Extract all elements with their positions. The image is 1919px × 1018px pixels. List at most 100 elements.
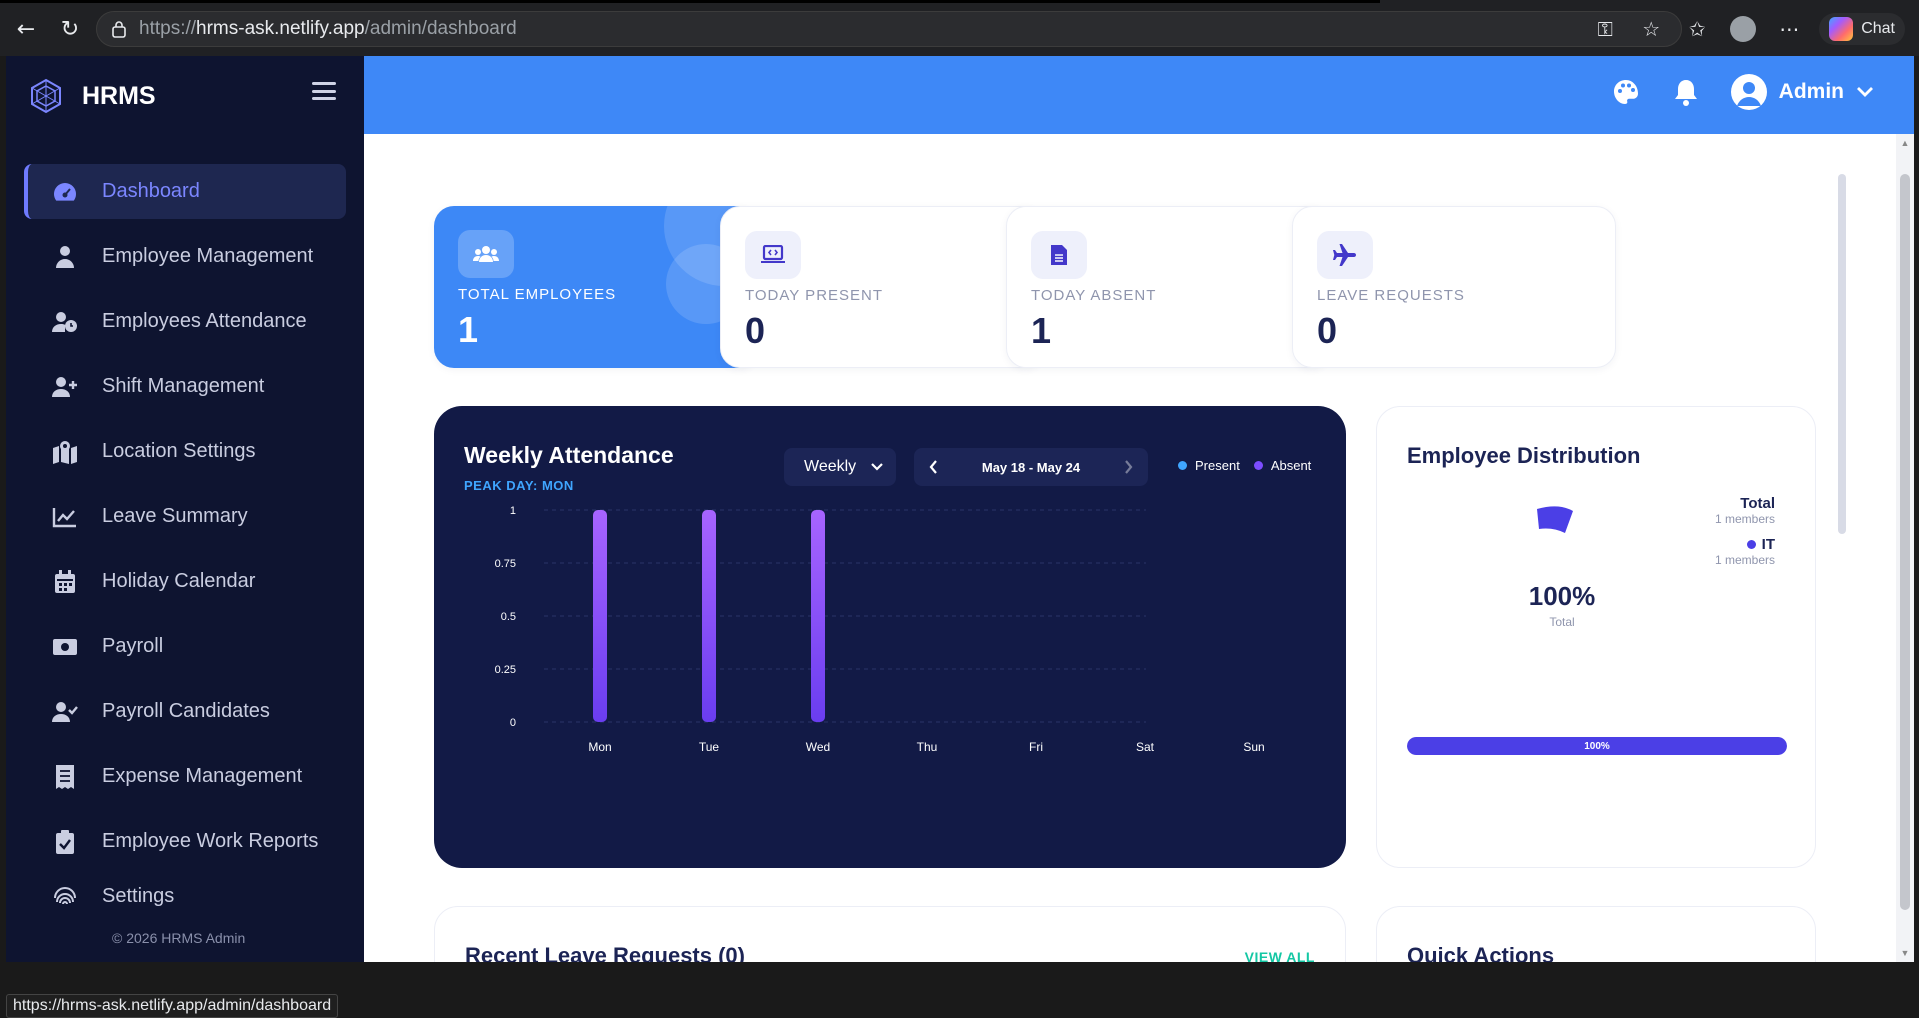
chat-button[interactable]: Chat bbox=[1819, 13, 1905, 45]
fingerprint-icon bbox=[52, 885, 78, 909]
view-all-link[interactable]: VIEW ALL bbox=[1244, 949, 1315, 962]
user-tie-icon bbox=[52, 244, 78, 270]
map-location-icon bbox=[52, 439, 78, 465]
copilot-icon bbox=[1829, 17, 1854, 41]
receipt-icon bbox=[52, 764, 78, 790]
distribution-percent-label: Total bbox=[1549, 615, 1575, 629]
stat-label: TODAY ABSENT bbox=[1031, 287, 1157, 304]
key-icon[interactable]: ⚿ bbox=[1597, 17, 1613, 41]
progress-label: 100% bbox=[1584, 740, 1610, 752]
distribution-legend: Total 1 members IT 1 members bbox=[1715, 495, 1775, 577]
inner-scrollbar[interactable] bbox=[1838, 174, 1846, 534]
bar-absent-tue[interactable] bbox=[702, 510, 716, 722]
sidebar-item-shift-management[interactable]: Shift Management bbox=[24, 359, 346, 414]
sidebar-item-label: Payroll bbox=[102, 635, 164, 657]
brand[interactable]: HRMS bbox=[28, 78, 156, 114]
sidebar-item-dashboard[interactable]: Dashboard bbox=[24, 164, 346, 219]
legend-dot bbox=[1746, 540, 1756, 549]
scroll-up-icon[interactable]: ▲ bbox=[1900, 138, 1910, 148]
status-url-tooltip: https://hrms-ask.netlify.app/admin/dashb… bbox=[6, 994, 339, 1018]
browser-toolbar: ← ↻ https://hrms-ask.netlify.app/admin/d… bbox=[0, 0, 1919, 56]
bar-absent-mon[interactable] bbox=[593, 510, 607, 722]
scroll-thumb[interactable] bbox=[1900, 174, 1910, 910]
bar-absent-wed[interactable] bbox=[811, 510, 825, 722]
lock-icon bbox=[112, 21, 126, 38]
legend-total-name: Total bbox=[1740, 495, 1775, 512]
sidebar-item-label: Holiday Calendar bbox=[102, 570, 256, 592]
favorites-icon[interactable]: ✩ bbox=[1688, 17, 1706, 41]
laptop-code-icon bbox=[745, 231, 801, 279]
y-tick-label: 0 bbox=[510, 717, 516, 729]
sidebar-item-leave-summary[interactable]: Leave Summary bbox=[24, 489, 346, 544]
url-path: /admin/dashboard bbox=[364, 18, 517, 39]
user-menu[interactable]: Admin bbox=[1730, 74, 1874, 110]
sidebar-item-label: Leave Summary bbox=[102, 505, 248, 527]
sidebar-item-label: Employee Work Reports bbox=[102, 830, 319, 852]
star-icon[interactable]: ☆ bbox=[1642, 17, 1661, 41]
stat-card-today-absent[interactable]: TODAY ABSENT 1 bbox=[1006, 206, 1330, 368]
x-tick-label: Wed bbox=[806, 740, 830, 754]
bell-icon[interactable] bbox=[1671, 77, 1701, 107]
stat-label: LEAVE REQUESTS bbox=[1317, 287, 1465, 304]
user-clock-icon bbox=[52, 309, 78, 335]
address-bar[interactable]: https://hrms-ask.netlify.app/admin/dashb… bbox=[96, 11, 1682, 47]
period-select[interactable]: Weekly bbox=[784, 448, 896, 486]
sidebar-item-expense-management[interactable]: Expense Management bbox=[24, 749, 346, 804]
sidebar-item-label: Employees Attendance bbox=[102, 310, 307, 332]
distribution-percent: 100% bbox=[1528, 581, 1596, 611]
sidebar-item-holiday-calendar[interactable]: Holiday Calendar bbox=[24, 554, 346, 609]
stat-card-leave-requests[interactable]: LEAVE REQUESTS 0 bbox=[1292, 206, 1616, 368]
legend-absent[interactable]: Absent bbox=[1253, 458, 1312, 473]
legend-dot bbox=[1253, 461, 1263, 470]
scroll-down-icon[interactable]: ▼ bbox=[1900, 948, 1910, 958]
stat-value: 0 bbox=[745, 310, 766, 351]
page-scrollbar[interactable]: ▲ ▼ bbox=[1896, 134, 1914, 962]
sidebar-item-settings[interactable]: Settings bbox=[24, 879, 346, 909]
file-icon bbox=[1031, 231, 1087, 279]
legend-label: Absent bbox=[1270, 458, 1312, 473]
legend-total-sub: 1 members bbox=[1714, 512, 1775, 526]
quick-actions-card: Quick Actions bbox=[1376, 906, 1816, 962]
profile-icon[interactable] bbox=[1727, 13, 1759, 45]
sidebar-item-location-settings[interactable]: Location Settings bbox=[24, 424, 346, 479]
legend-present[interactable]: Present bbox=[1178, 458, 1240, 473]
palette-icon[interactable] bbox=[1611, 77, 1641, 107]
y-tick-label: 0.5 bbox=[501, 611, 516, 623]
y-tick-label: 1 bbox=[510, 505, 516, 517]
stat-card-total-employees[interactable]: TOTAL EMPLOYEES 1 bbox=[434, 206, 758, 368]
menu-toggle-icon[interactable] bbox=[312, 82, 336, 100]
legend-it-sub: 1 members bbox=[1714, 553, 1775, 567]
distribution-donut bbox=[1537, 506, 1573, 533]
back-icon[interactable]: ← bbox=[16, 16, 36, 42]
legend-label: Present bbox=[1195, 458, 1240, 473]
sidebar-item-employee-management[interactable]: Employee Management bbox=[24, 229, 346, 284]
sidebar-item-label: Expense Management bbox=[102, 765, 303, 787]
hexagon-logo-icon bbox=[31, 78, 61, 114]
chat-label: Chat bbox=[1861, 20, 1895, 37]
chevron-left-icon[interactable] bbox=[928, 459, 938, 475]
reload-icon[interactable]: ↻ bbox=[60, 16, 80, 42]
recent-leave-title: Recent Leave Requests (0) bbox=[465, 943, 745, 962]
chevron-right-icon[interactable] bbox=[1124, 459, 1134, 475]
sidebar-footer: © 2026 HRMS Admin bbox=[112, 930, 246, 946]
stat-value: 0 bbox=[1317, 310, 1338, 351]
money-bill-icon bbox=[52, 634, 78, 660]
sidebar-item-payroll-candidates[interactable]: Payroll Candidates bbox=[24, 684, 346, 739]
user-check-icon bbox=[52, 699, 78, 725]
x-tick-label: Thu bbox=[917, 740, 938, 754]
y-tick-label: 0.25 bbox=[495, 664, 516, 676]
more-icon[interactable]: ⋯ bbox=[1779, 17, 1800, 41]
sidebar-item-employees-attendance[interactable]: Employees Attendance bbox=[24, 294, 346, 349]
sidebar-item-label: Payroll Candidates bbox=[102, 700, 270, 722]
plane-icon bbox=[1317, 231, 1373, 279]
main-content: TOTAL EMPLOYEES 1 TODAY PRESENT 0 TODAY … bbox=[364, 134, 1914, 962]
legend-it-row[interactable]: IT bbox=[1715, 536, 1775, 553]
clipboard-check-icon bbox=[52, 829, 78, 855]
chevron-down-icon bbox=[1857, 87, 1873, 97]
x-tick-label: Mon bbox=[588, 740, 611, 754]
stat-card-today-present[interactable]: TODAY PRESENT 0 bbox=[720, 206, 1044, 368]
sidebar-item-payroll[interactable]: Payroll bbox=[24, 619, 346, 674]
sidebar-item-label: Employee Management bbox=[102, 245, 314, 267]
progress-fill: 100% bbox=[1407, 737, 1787, 755]
sidebar-item-employee-work-reports[interactable]: Employee Work Reports bbox=[24, 814, 346, 869]
